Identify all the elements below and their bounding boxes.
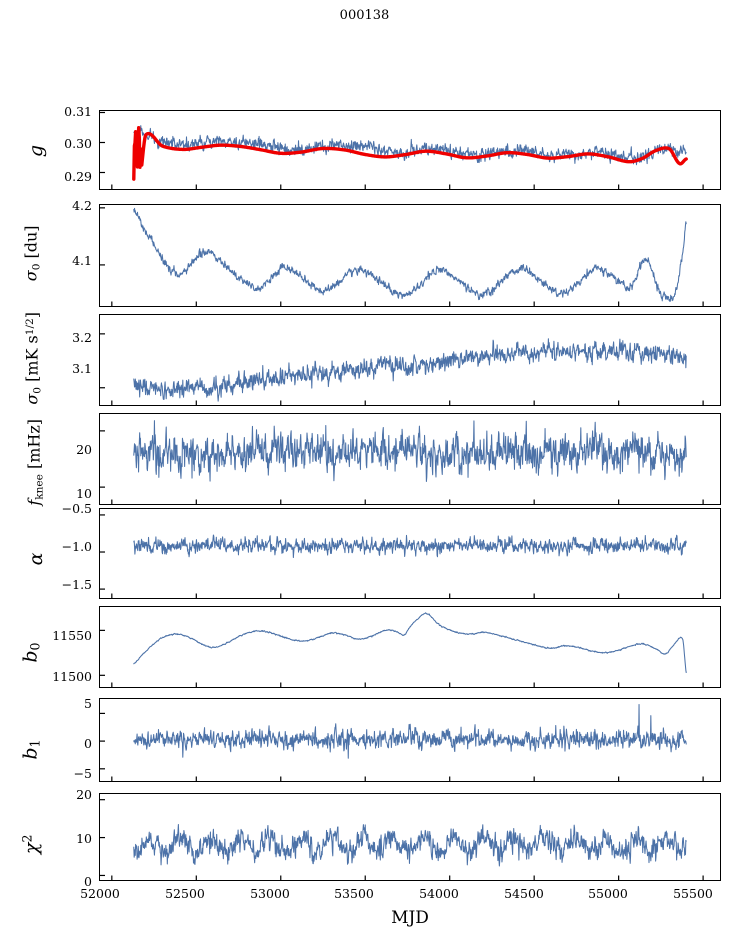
series-line-f-knee — [134, 421, 686, 482]
ytick-chi2-0: 0 — [84, 874, 92, 889]
ylabel-chi2: χ2 — [19, 834, 43, 855]
ylabel-b1: b1 — [19, 739, 43, 760]
ytick-chi2-20: 20 — [76, 787, 92, 802]
plot-panel-b1 — [99, 698, 721, 782]
plot-panel-b0 — [99, 606, 721, 688]
ytick-b1-0: 0 — [84, 736, 92, 751]
ytick-b0-11500: 11500 — [52, 669, 92, 684]
ytick-sigma0du-41: 4.1 — [72, 253, 92, 268]
ylabel-alpha: α — [25, 552, 47, 566]
plot-panel-sigma0-mk — [99, 314, 721, 406]
plot-area-3 — [100, 414, 704, 504]
ytick-alpha-m15: −1.5 — [61, 577, 92, 592]
figure-title: 000138 — [339, 8, 390, 23]
plot-area-7 — [100, 799, 704, 880]
xtick-55000: 55000 — [588, 886, 628, 901]
ytick-g-029: 0.29 — [64, 169, 92, 184]
plot-panel-chi2 — [99, 793, 721, 881]
xtick-53000: 53000 — [250, 886, 290, 901]
ytick-b1-m5: −5 — [73, 766, 92, 781]
ylabel-fknee: fknee [mHz] — [24, 418, 46, 506]
plot-area-2 — [100, 333, 704, 405]
ytick-alpha-m05: −0.5 — [61, 501, 92, 516]
xtick-53500: 53500 — [334, 886, 374, 901]
plot-area-4 — [100, 514, 704, 598]
series-line-sigma0-mk — [134, 339, 686, 401]
ylabel-g: g — [25, 144, 47, 158]
plot-area-0 — [100, 111, 704, 189]
ytick-sigma0du-42: 4.2 — [72, 198, 92, 213]
xtick-52500: 52500 — [165, 886, 205, 901]
series-line-alpha — [134, 535, 686, 557]
ytick-b0-11550: 11550 — [52, 628, 92, 643]
plot-area-5 — [100, 607, 704, 687]
plot-panel-fknee — [99, 413, 721, 505]
ytick-chi2-10: 10 — [76, 831, 92, 846]
xtick-55500: 55500 — [673, 886, 713, 901]
series-line-chi2 — [134, 825, 686, 866]
ytick-alpha-m10: −1.0 — [61, 539, 92, 554]
plot-area-1 — [100, 207, 704, 306]
plot-panel-g — [99, 110, 721, 190]
plot-panel-alpha — [99, 508, 721, 599]
series-line-b1 — [134, 705, 686, 759]
xtick-52000: 52000 — [80, 886, 120, 901]
ytick-fknee-20: 20 — [76, 442, 92, 457]
ytick-sigma0mk-32: 3.2 — [72, 330, 92, 345]
plot-area-6 — [100, 699, 704, 781]
ytick-g-030: 0.30 — [64, 136, 92, 151]
plot-panel-sigma0-du — [99, 204, 721, 307]
series-line-g-model — [134, 128, 686, 180]
xaxis-label: MJD — [391, 908, 429, 928]
xtick-54000: 54000 — [419, 886, 459, 901]
ytick-b1-5: 5 — [84, 696, 92, 711]
ytick-fknee-10: 10 — [76, 486, 92, 501]
ytick-g-031: 0.31 — [64, 104, 92, 119]
ylabel-b0: b0 — [19, 642, 43, 663]
xtick-54500: 54500 — [504, 886, 544, 901]
series-line-sigma0-du — [134, 208, 686, 301]
ytick-sigma0mk-31: 3.1 — [72, 361, 92, 376]
series-line-b0 — [134, 613, 686, 673]
